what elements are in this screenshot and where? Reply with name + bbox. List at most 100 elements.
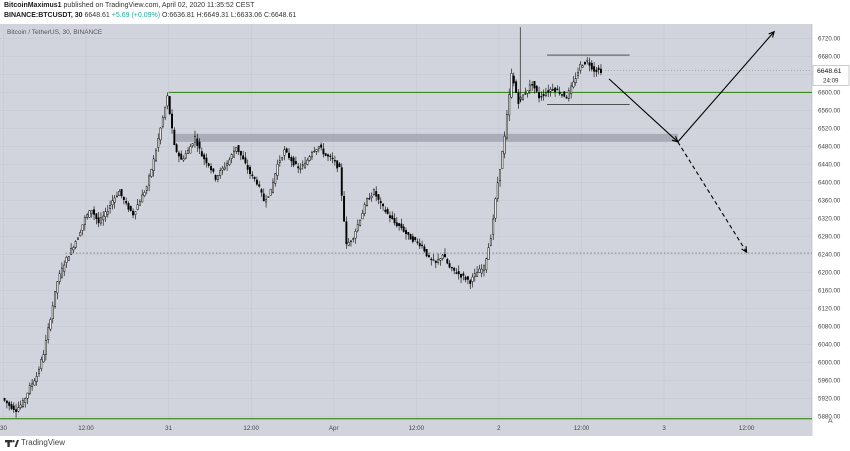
- horizontal-lines: [0, 70, 812, 420]
- candle-up: [58, 273, 61, 282]
- candle-down: [132, 210, 135, 216]
- candle-up: [359, 219, 362, 226]
- candle-down: [198, 141, 201, 149]
- candle-up: [143, 192, 146, 196]
- price-axis[interactable]: 5880.00 5920.00 5960.00 6000.00 6040.00 6080.…: [812, 36, 850, 421]
- candle-down: [512, 75, 515, 84]
- candle-up: [308, 156, 311, 161]
- candle-down: [292, 157, 295, 166]
- candle-down: [5, 400, 8, 404]
- candle-up: [21, 400, 24, 407]
- candle-down: [210, 166, 212, 171]
- candle-up: [354, 231, 357, 239]
- x-tick-label: 2: [497, 425, 501, 432]
- author-name[interactable]: BitcoinMaximus1: [4, 2, 62, 9]
- candles: [3, 27, 602, 418]
- candle-up: [182, 158, 185, 161]
- candle-down: [246, 165, 249, 170]
- x-tick-label: 12:00: [739, 425, 755, 432]
- candle-up: [31, 383, 34, 387]
- candle-down: [333, 160, 336, 162]
- candle-up: [363, 204, 366, 214]
- symbol: BINANCE:BTCUSDT, 30: [4, 12, 83, 19]
- candle-down: [196, 138, 199, 146]
- candle-down: [446, 259, 449, 264]
- candle-down: [409, 234, 412, 240]
- candle-down: [329, 155, 332, 157]
- candle-down: [203, 154, 206, 160]
- candle-down: [343, 195, 346, 222]
- candle-up: [567, 90, 570, 99]
- countdown-label: 24:09: [823, 78, 839, 85]
- candle-down: [294, 161, 297, 164]
- x-tick-label: 12:00: [78, 425, 94, 432]
- candle-up: [226, 162, 229, 166]
- candle-down: [416, 241, 419, 243]
- candle-up: [441, 254, 444, 259]
- candle-up: [33, 380, 36, 386]
- tradingview-logo-icon[interactable]: [5, 438, 19, 448]
- ohlc-values: O:6636.81 H:6649.31 L:6633.06 C:6648.61: [162, 12, 297, 19]
- candle-up: [164, 106, 167, 118]
- time-axis[interactable]: 30 12:00 31 12:00 Apr 12:00 2 12:00 3 12:00: [0, 420, 812, 436]
- tradingview-brand[interactable]: TradingView: [21, 438, 66, 447]
- candle-up: [230, 154, 233, 159]
- price-axis-background: [812, 24, 850, 436]
- candle-down: [450, 267, 453, 269]
- candle-up: [317, 146, 320, 149]
- candle-down: [377, 194, 380, 200]
- candle-down: [97, 217, 100, 224]
- candle-down: [239, 150, 242, 156]
- candle-up: [499, 169, 502, 182]
- candle-up: [510, 73, 513, 98]
- candle-up: [306, 159, 309, 165]
- candle-up: [219, 170, 222, 176]
- time-axis-background: [0, 420, 812, 436]
- candle-down: [402, 226, 405, 232]
- candle-down: [556, 88, 559, 91]
- candle-down: [434, 260, 437, 263]
- candle-down: [531, 84, 534, 86]
- candle-up: [501, 151, 504, 169]
- candle-down: [10, 404, 13, 409]
- candle-down: [171, 113, 173, 129]
- candle-down: [386, 209, 389, 214]
- candle-down: [515, 81, 518, 93]
- candle-up: [109, 205, 112, 209]
- candle-down: [382, 203, 385, 207]
- candle-up: [522, 94, 524, 101]
- candle-up: [352, 238, 355, 240]
- candle-down: [425, 249, 428, 257]
- candle-down: [214, 175, 217, 180]
- candle-down: [207, 163, 210, 166]
- price-change: +5.69 (+0.09%): [111, 12, 161, 19]
- auto-scale-button[interactable]: A: [828, 418, 833, 425]
- publish-info: BitcoinMaximus1 published on TradingView…: [4, 2, 254, 9]
- x-tick-label: 31: [165, 425, 172, 432]
- price-chart[interactable]: 5880.00 5920.00 5960.00 6000.00 6040.00 6080.…: [0, 24, 850, 436]
- candle-up: [577, 71, 579, 76]
- candle-up: [116, 195, 118, 198]
- candle-down: [588, 62, 591, 66]
- y-tick-label: 5920.00: [818, 396, 841, 403]
- candle-up: [274, 173, 277, 184]
- candle-up: [267, 196, 270, 198]
- candle-down: [93, 209, 96, 215]
- arrow-head: [741, 246, 748, 254]
- candle-down: [95, 213, 98, 220]
- candle-up: [494, 198, 497, 219]
- candle-up: [90, 210, 93, 215]
- candle-down: [375, 191, 378, 197]
- candle-down: [466, 276, 469, 280]
- candle-up: [51, 305, 54, 319]
- y-tick-label: 6160.00: [818, 288, 841, 295]
- candle-down: [212, 168, 215, 172]
- candle-down: [558, 91, 561, 95]
- candle-up: [44, 339, 47, 355]
- candle-down: [15, 409, 18, 412]
- y-tick-label: 5960.00: [818, 378, 841, 385]
- candle-up: [166, 95, 169, 107]
- candle-up: [471, 276, 474, 282]
- candle-up: [485, 258, 488, 271]
- candle-up: [223, 166, 226, 170]
